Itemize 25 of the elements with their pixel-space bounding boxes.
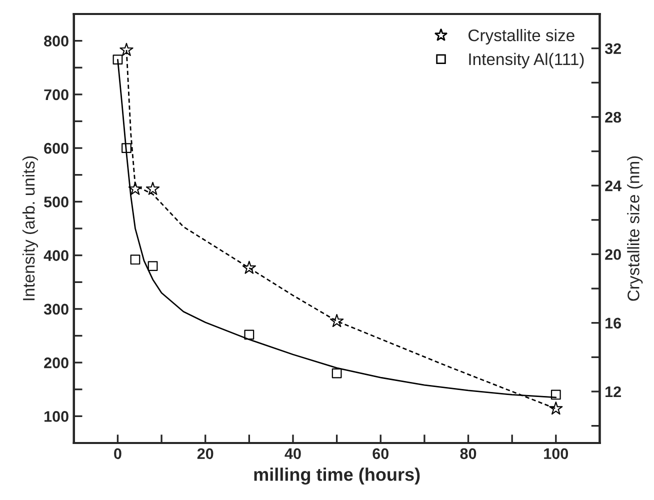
- x-axis-title: milling time (hours): [254, 468, 420, 485]
- y-tick-label: 400: [44, 250, 68, 261]
- y-axis-title: Intensity (arb. units): [22, 156, 38, 300]
- y2-tick-label: 32: [604, 43, 621, 54]
- x-tick-label: 80: [460, 448, 476, 460]
- y2-tick-label: 12: [606, 386, 621, 398]
- x-tick-label: 0: [114, 448, 122, 460]
- legend-label: Crystallite size: [468, 29, 574, 45]
- legend-label: Intensity Al(111): [469, 52, 584, 68]
- x-tick-label: 40: [284, 448, 301, 460]
- y-tick-label: 800: [44, 36, 68, 46]
- x-tick-label: 100: [544, 448, 568, 460]
- y-tick-label: 500: [44, 196, 68, 208]
- x-tick-label: 60: [372, 448, 388, 460]
- x-tick-label: 20: [197, 448, 214, 460]
- y-tick-label: 100: [44, 411, 68, 422]
- y-tick-label: 300: [44, 304, 68, 315]
- y2-tick-label: 20: [605, 249, 621, 260]
- y-tick-label: 200: [44, 357, 68, 368]
- y2-tick-label: 28: [605, 112, 622, 123]
- y-tick-label: 700: [44, 89, 68, 100]
- y2-axis-title: Crystallite size (nm): [627, 156, 643, 301]
- y-tick-label: 600: [44, 142, 68, 154]
- y2-tick-label: 16: [606, 318, 622, 329]
- y2-tick-label: 24: [605, 180, 622, 192]
